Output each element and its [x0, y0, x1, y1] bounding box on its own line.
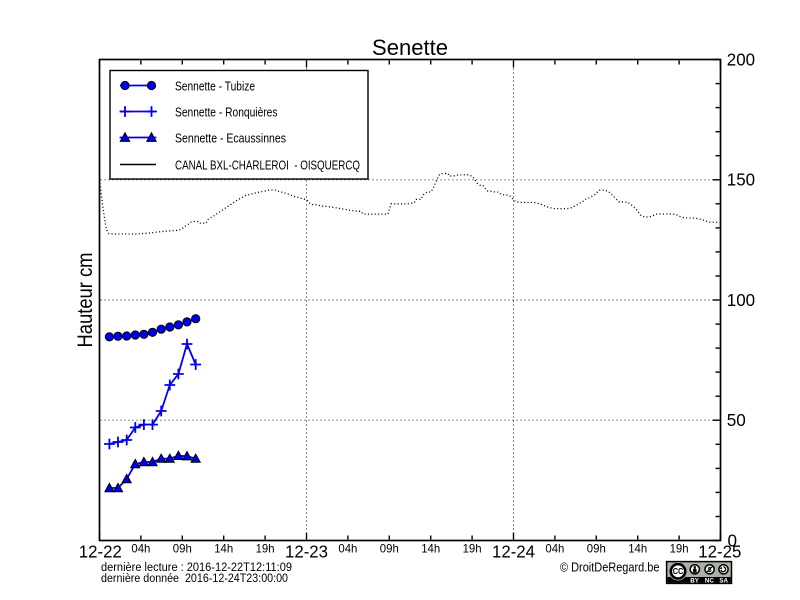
svg-text:NC: NC	[705, 578, 714, 585]
svg-text:12-23: 12-23	[285, 542, 328, 562]
svg-text:19h: 19h	[463, 542, 482, 556]
svg-text:200: 200	[727, 50, 756, 70]
svg-text:19h: 19h	[670, 542, 689, 556]
svg-text:100: 100	[727, 290, 756, 310]
svg-text:09h: 09h	[380, 542, 399, 556]
svg-text:CANAL BXL-CHARLEROI - OISQUER: CANAL BXL-CHARLEROI - OISQUERCQ	[175, 158, 360, 172]
svg-text:12-25: 12-25	[698, 542, 741, 562]
svg-text:12-22: 12-22	[79, 542, 122, 562]
svg-text:50: 50	[727, 410, 746, 430]
svg-text:$: $	[708, 567, 712, 574]
svg-text:14h: 14h	[214, 542, 233, 556]
svg-text:BY: BY	[690, 578, 699, 585]
svg-text:14h: 14h	[421, 542, 440, 556]
svg-text:04h: 04h	[545, 542, 564, 556]
svg-text:150: 150	[727, 170, 756, 190]
svg-text:09h: 09h	[587, 542, 606, 556]
svg-text:dernière donnée 2016-12-24T23: dernière donnée 2016-12-24T23:00:00	[101, 571, 288, 585]
svg-text:CC: CC	[673, 567, 684, 576]
svg-text:04h: 04h	[338, 542, 357, 556]
svg-text:14h: 14h	[628, 542, 647, 556]
svg-text:19h: 19h	[256, 542, 275, 556]
svg-text:SA: SA	[719, 578, 728, 585]
svg-text:Sennette - Ecaussinnes: Sennette - Ecaussinnes	[175, 131, 286, 145]
svg-text:04h: 04h	[131, 542, 150, 556]
svg-text:0: 0	[728, 530, 738, 550]
svg-text:Hauteur cm: Hauteur cm	[74, 253, 97, 348]
svg-text:Sennette - Tubize: Sennette - Tubize	[175, 79, 255, 93]
svg-text:dernière lecture : 2016-12-22T: dernière lecture : 2016-12-22T12:11:09	[101, 560, 292, 574]
svg-text:12-24: 12-24	[492, 542, 535, 562]
svg-text:© DroitDeRegard.be: © DroitDeRegard.be	[560, 561, 660, 575]
svg-text:Senette: Senette	[372, 35, 448, 60]
svg-text:Sennette - Ronquières: Sennette - Ronquières	[175, 105, 278, 119]
svg-text:09h: 09h	[173, 542, 192, 556]
